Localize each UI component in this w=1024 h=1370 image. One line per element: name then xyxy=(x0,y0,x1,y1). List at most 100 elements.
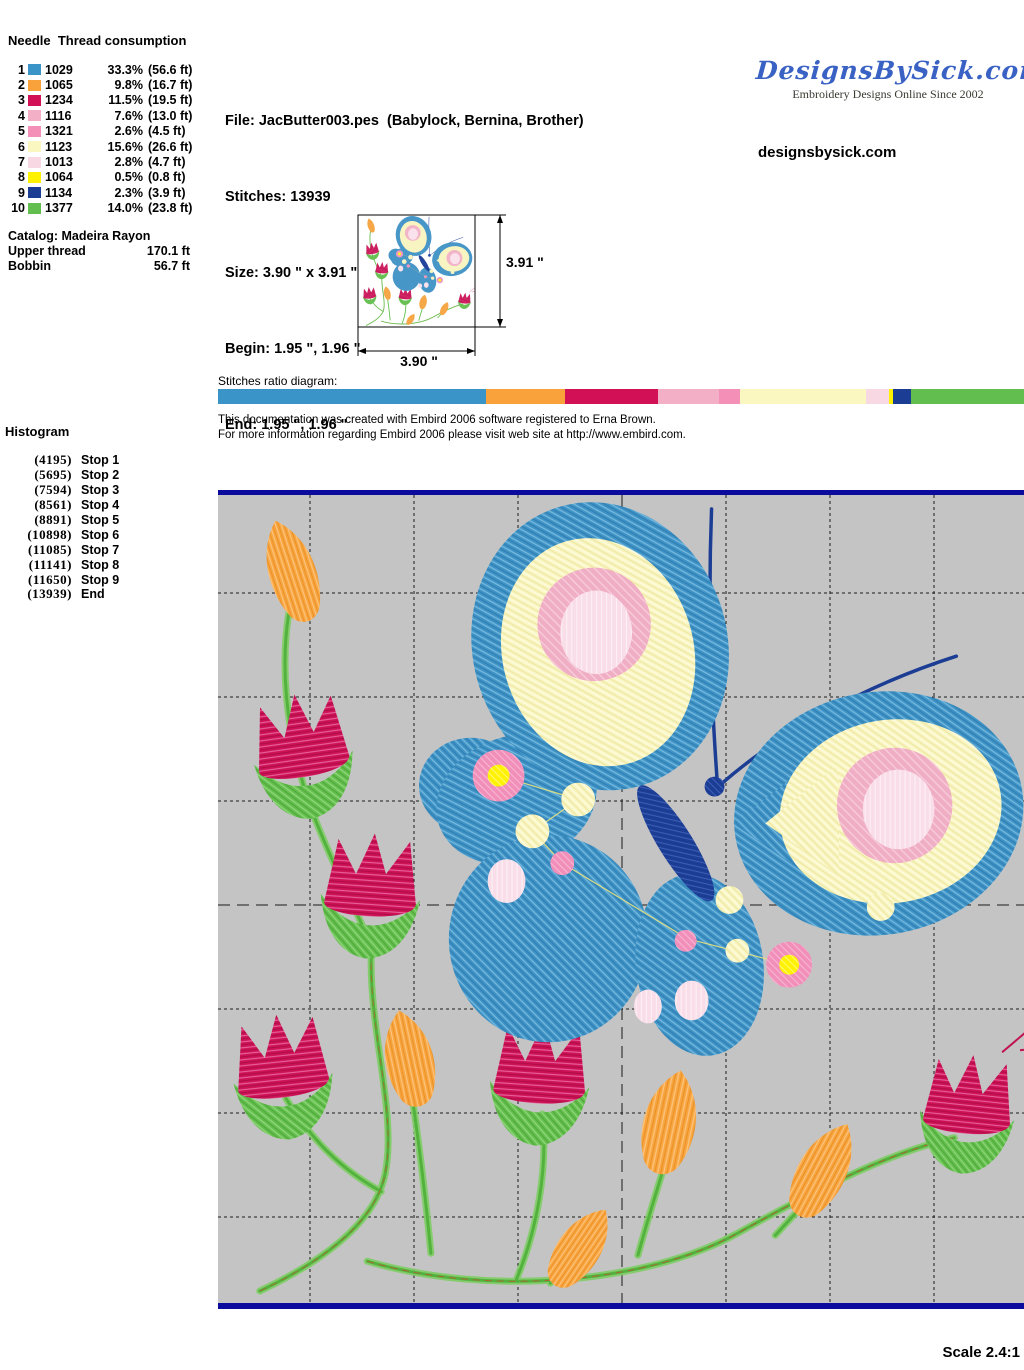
thread-code: 1116 xyxy=(45,108,72,123)
stop-label: Stop 4 xyxy=(81,498,120,513)
scale-label: Scale 2.4:1 xyxy=(942,1344,1020,1361)
needle-row: 8 1064 0.5% (0.8 ft) xyxy=(8,170,218,185)
thread-percent: 2.6% xyxy=(114,124,144,139)
needle-number: 8 xyxy=(18,170,25,185)
needle-number: 3 xyxy=(18,93,25,108)
thread-percent: 2.3% xyxy=(114,185,144,200)
needle-table-header: Needle Thread consumption xyxy=(8,33,187,48)
stop-label: Stop 8 xyxy=(81,557,120,572)
thread-color-swatch xyxy=(28,156,41,168)
histogram-entry: (11141) Stop 8 xyxy=(8,557,119,572)
histogram-entry: (8891) Stop 5 xyxy=(8,512,119,528)
stop-label: Stop 2 xyxy=(81,468,120,483)
dimension-arrowheads xyxy=(358,215,503,354)
ratio-segment xyxy=(740,389,866,404)
thread-length: (56.6 ft) xyxy=(148,62,193,77)
stitch-count: (10898) xyxy=(27,526,72,542)
design-thumbnail xyxy=(357,214,506,356)
catalog-block: Catalog: Madeira Rayon Upper thread 170.… xyxy=(8,229,190,274)
thread-length: (23.8 ft) xyxy=(148,201,193,216)
histogram-entry: (10898) Stop 6 xyxy=(8,527,119,542)
thread-code: 1064 xyxy=(45,170,73,185)
histogram-list: (4195) Stop 1 (5695) Stop 2 (7594) Stop … xyxy=(8,452,120,602)
needle-row: 9 1134 2.3% (3.9 ft) xyxy=(8,185,218,200)
needle-number: 7 xyxy=(18,155,25,170)
thread-code: 1013 xyxy=(45,155,73,170)
thread-color-swatch xyxy=(28,202,41,214)
stop-label: Stop 7 xyxy=(81,542,120,557)
ratio-segment xyxy=(911,389,1024,404)
thread-color-swatch xyxy=(28,79,41,91)
needle-number: 10 xyxy=(11,201,25,216)
needle-row: 6 1123 15.6% (26.6 ft) xyxy=(8,139,218,154)
thread-color-swatch xyxy=(28,141,41,153)
thread-percent: 0.5% xyxy=(114,170,144,185)
stop-label: Stop 1 xyxy=(81,453,120,468)
stitch-count: (8561) xyxy=(34,497,72,513)
bobbin-value: 56.7 ft xyxy=(153,259,190,273)
upper-thread-line: Upper thread 170.1 ft xyxy=(8,244,190,259)
thread-percent: 33.3% xyxy=(107,62,143,77)
histogram-entry: (5695) Stop 2 xyxy=(8,467,120,483)
stop-label: Stop 3 xyxy=(81,483,120,498)
ratio-segment xyxy=(866,389,889,404)
website-text: designsbysick.com xyxy=(758,144,897,161)
height-dimension-label: 3.91 " xyxy=(506,254,544,270)
ratio-segment xyxy=(565,389,659,404)
file-info-line: Begin: 1.95 ", 1.96 " xyxy=(225,341,361,357)
stitch-count: (13939) xyxy=(27,586,72,602)
needle-row: 10 1377 14.0% (23.8 ft) xyxy=(8,201,218,216)
stop-label: End xyxy=(81,587,105,602)
file-info-line: Stitches: 13939 xyxy=(225,189,331,205)
logo-subtitle: Embroidery Designs Online Since 2002 xyxy=(792,87,984,101)
needle-row: 7 1013 2.8% (4.7 ft) xyxy=(8,154,218,169)
thread-code: 1234 xyxy=(45,93,73,108)
histogram-title: Histogram xyxy=(5,424,70,439)
thread-code: 1134 xyxy=(45,185,73,200)
file-info-line: End: 1.95 ", 1.96 " xyxy=(225,417,348,433)
stitch-count: (5695) xyxy=(34,467,72,483)
thread-length: (13.0 ft) xyxy=(148,108,193,123)
needle-row: 5 1321 2.6% (4.5 ft) xyxy=(8,124,218,139)
stitch-count: (8891) xyxy=(34,512,72,528)
thread-percent: 9.8% xyxy=(114,78,144,93)
file-info-line: File: JacButter003.pes (Babylock, Bernin… xyxy=(225,113,584,129)
thread-percent: 2.8% xyxy=(114,155,144,170)
ratio-segment xyxy=(486,389,566,404)
ratio-segment xyxy=(218,389,487,404)
needle-number: 1 xyxy=(18,62,25,77)
stitch-count: (11085) xyxy=(28,541,72,557)
needle-row: 1 1029 33.3% (56.6 ft) xyxy=(8,62,218,77)
thread-code: 1123 xyxy=(45,139,73,154)
needle-row: 3 1234 11.5% (19.5 ft) xyxy=(8,93,218,108)
width-dimension-label: 3.90 " xyxy=(400,353,438,369)
file-info-line: Size: 3.90 " x 3.91 " xyxy=(225,265,358,281)
thread-color-swatch xyxy=(28,171,41,183)
thread-length: (4.5 ft) xyxy=(148,124,186,139)
stitch-count: (4195) xyxy=(34,452,72,468)
embird-note-line1: This documentation was created with Embi… xyxy=(218,414,656,426)
needle-number: 6 xyxy=(18,139,25,154)
logo-title: DesignsBySick.com xyxy=(754,56,1024,85)
ratio-segment xyxy=(719,389,741,404)
embird-note-line2: For more information regarding Embird 20… xyxy=(218,428,686,441)
ratio-segment xyxy=(892,389,912,404)
needle-row: 4 1116 7.6% (13.0 ft) xyxy=(8,108,218,123)
needle-number: 2 xyxy=(18,78,25,93)
stop-label: Stop 6 xyxy=(81,527,120,542)
design-canvas xyxy=(218,490,1024,1309)
histogram-entry: (8561) Stop 4 xyxy=(8,497,120,513)
needle-number: 5 xyxy=(18,124,25,139)
thread-percent: 7.6% xyxy=(114,108,144,123)
thread-length: (3.9 ft) xyxy=(148,185,186,200)
thread-percent: 14.0% xyxy=(107,201,143,216)
stitches-ratio-bar xyxy=(218,389,1024,404)
thread-length: (0.8 ft) xyxy=(148,170,186,185)
needle-number: 4 xyxy=(18,108,25,123)
ratio-segment xyxy=(888,389,893,404)
thread-color-swatch xyxy=(28,125,41,137)
thread-color-swatch xyxy=(28,110,41,122)
thread-code: 1321 xyxy=(45,124,73,139)
needle-number: 9 xyxy=(18,185,25,200)
